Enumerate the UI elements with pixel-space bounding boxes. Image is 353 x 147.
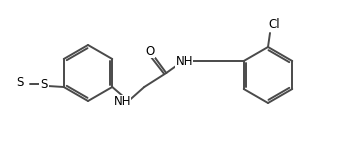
Text: NH: NH bbox=[114, 95, 131, 107]
Text: NH: NH bbox=[175, 55, 193, 67]
Text: S: S bbox=[40, 78, 47, 91]
Text: Cl: Cl bbox=[268, 19, 280, 31]
Text: O: O bbox=[146, 45, 155, 57]
Text: S: S bbox=[40, 78, 47, 91]
Text: S: S bbox=[17, 82, 18, 83]
Text: S: S bbox=[16, 76, 24, 90]
